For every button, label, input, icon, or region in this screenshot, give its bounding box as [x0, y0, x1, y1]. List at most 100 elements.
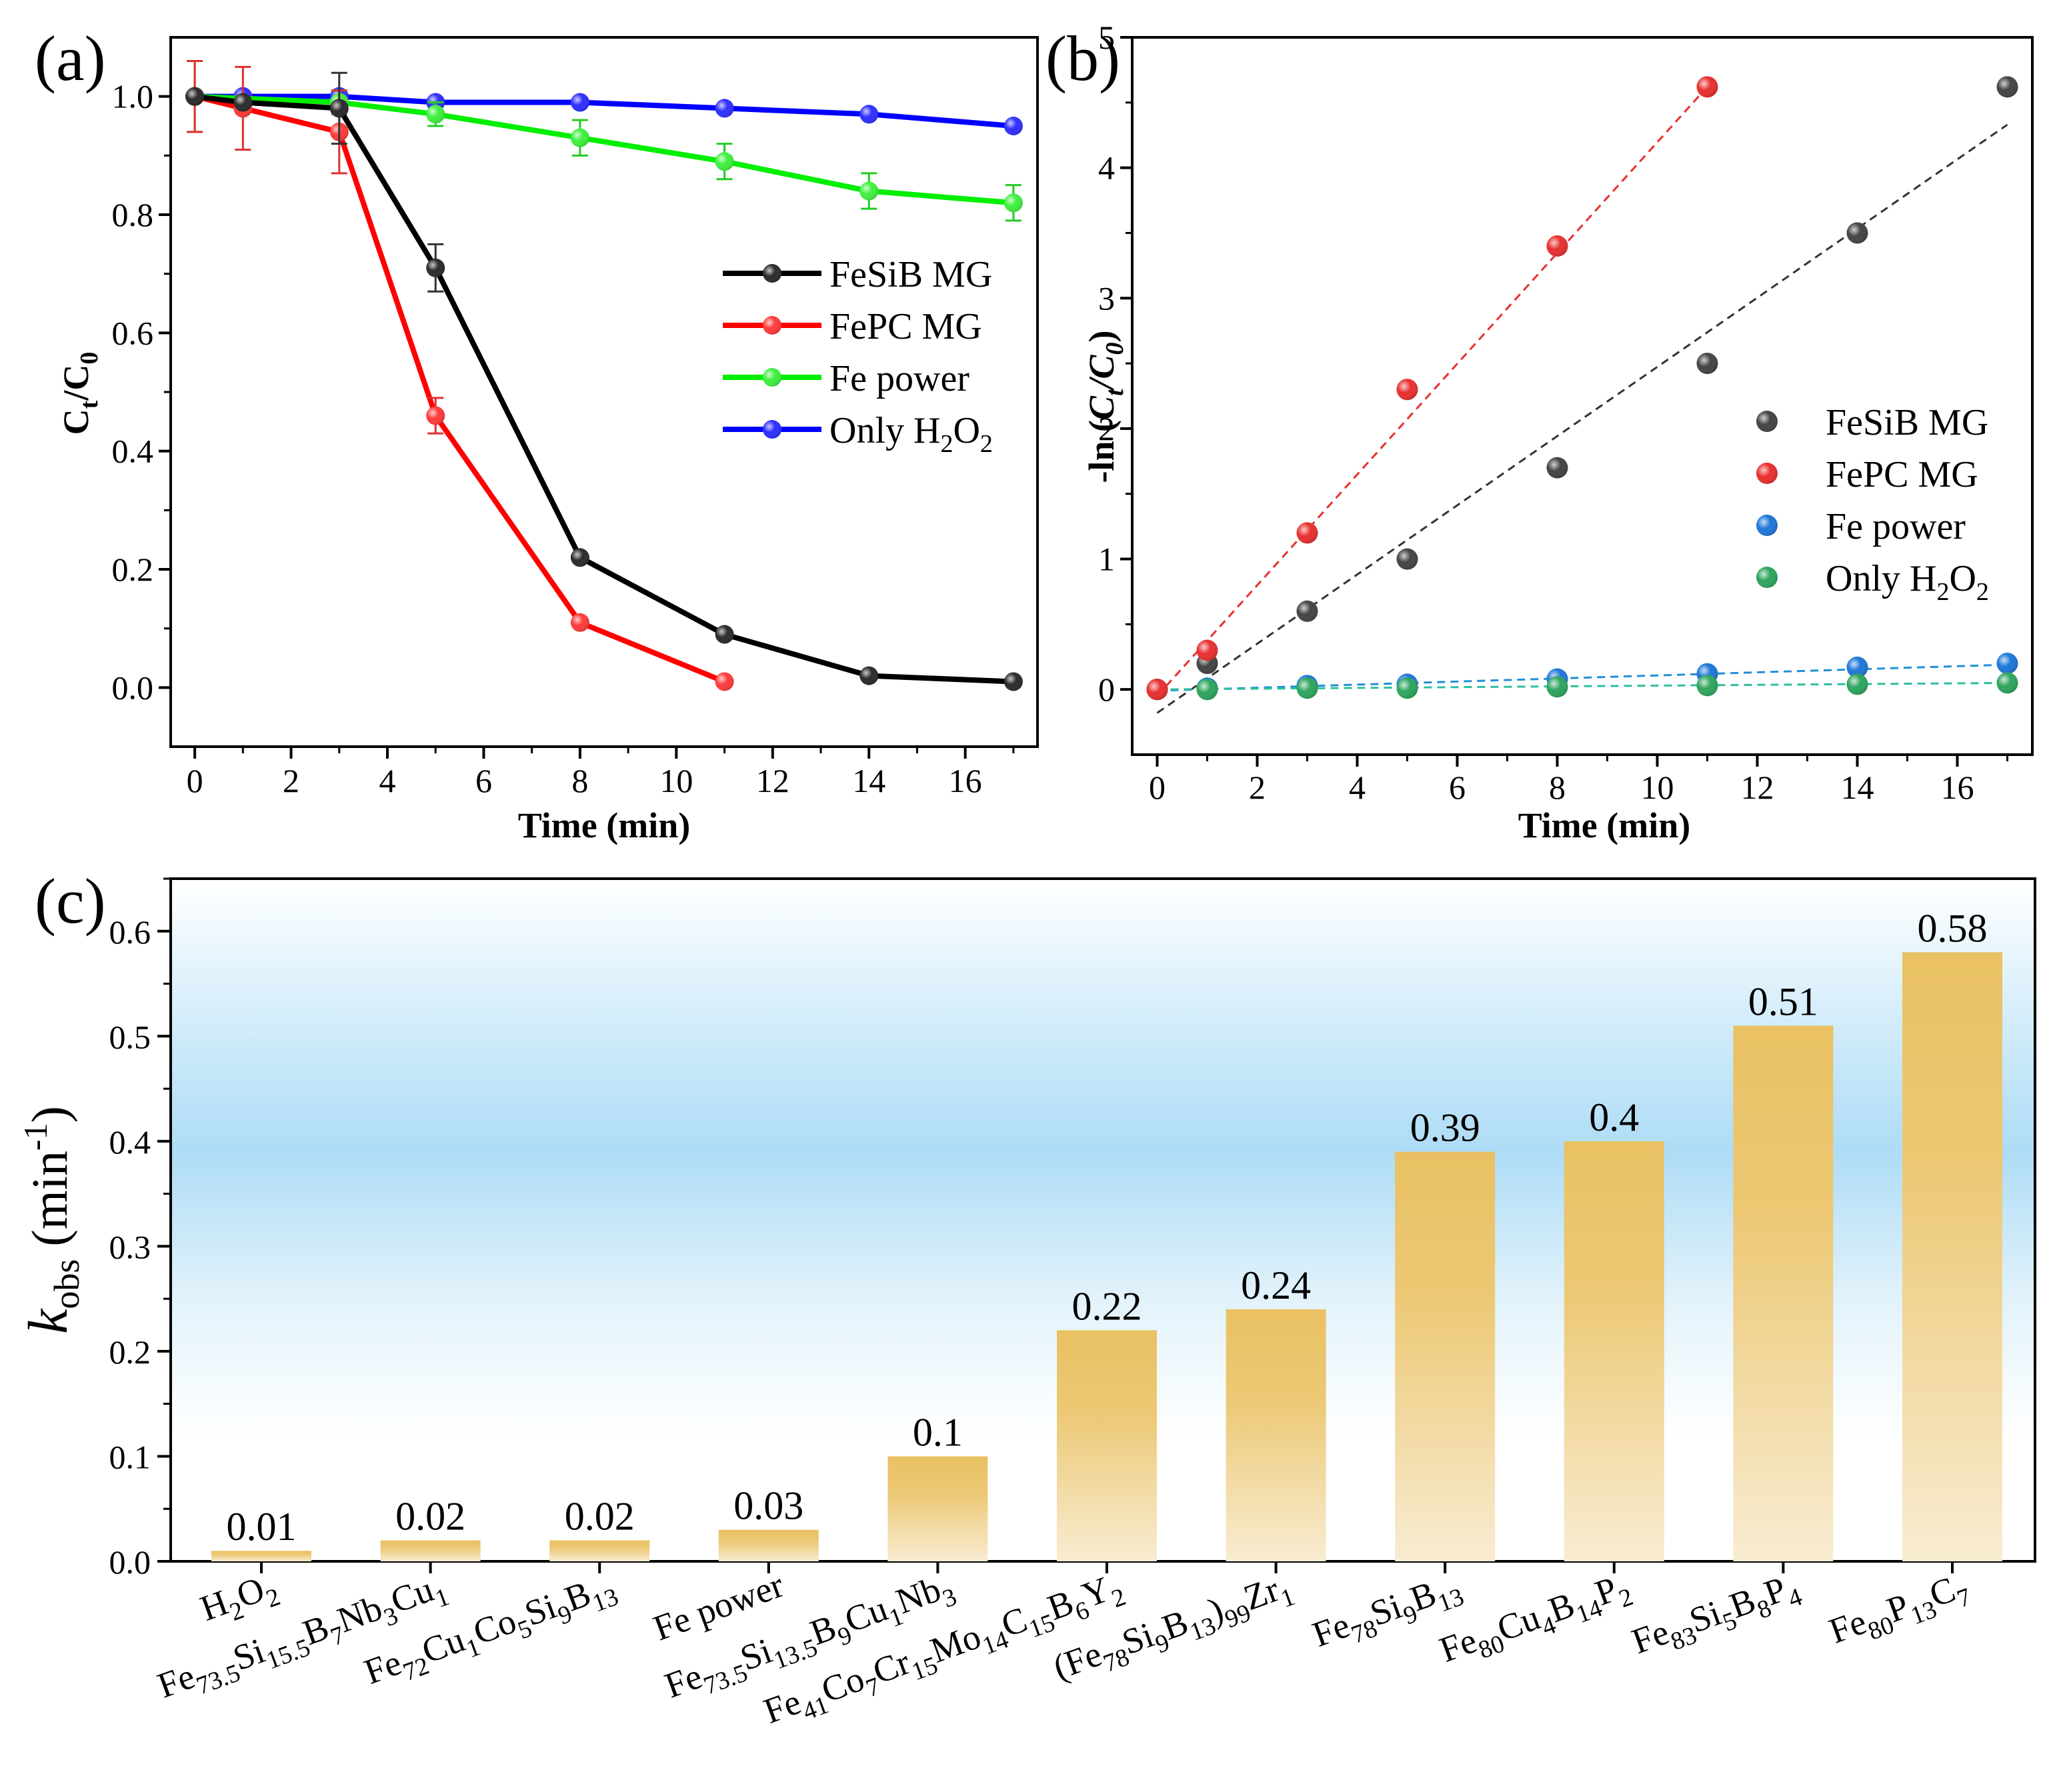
point-fe-power [426, 105, 445, 124]
panel-a-legend: FeSiB MG FePC MG Fe power Only H2O2 [723, 254, 993, 458]
legend-marker [763, 420, 781, 439]
y-tick-label-0.4: 0.4 [112, 433, 154, 470]
point-only-h2o2-shade [1996, 672, 2018, 694]
point-only-h2o2 [1396, 677, 1418, 699]
point-only-h2o2 [1196, 679, 1218, 701]
point-fe-power [1846, 656, 1868, 678]
bar-value-label: 0.39 [1410, 1106, 1480, 1150]
point-fesib-mg [1846, 222, 1868, 244]
bar-group-3: 0.02 [549, 1494, 650, 1561]
point-only-h2o2-shade [1196, 679, 1218, 701]
bar-group-4: 0.03 [718, 1484, 819, 1561]
point-only-h2o2 [1003, 117, 1023, 135]
point-fepc-mg-shade [1296, 522, 1318, 544]
point-only-h2o2 [570, 93, 589, 112]
y-tick-label-3: 3 [1098, 279, 1115, 317]
bar-group-11: 0.58 [1902, 906, 2002, 1561]
panel-b-x-axis-title: Time (min) [1518, 805, 1690, 845]
point-fepc-mg-shade [715, 672, 734, 691]
legend-label: Only H2O2 [1826, 558, 1989, 606]
x-tick-label-12: 12 [1741, 769, 1774, 806]
x-tick-label-4: 4 [1349, 769, 1366, 806]
x-tick-label-6: 6 [1449, 769, 1466, 806]
point-fe-power-shade [859, 181, 879, 201]
bar-value-label: 0.4 [1589, 1095, 1639, 1139]
point-only-h2o2 [1296, 677, 1318, 699]
x-tick-label-10: 10 [1641, 769, 1674, 806]
point-fepc-mg-shade [426, 406, 445, 425]
x-tick-label-4: 4 [379, 762, 396, 799]
panel-c-data: 0.01 0.02 0.02 0.03 0.1 0.22 0.24 0.39 0.4 0.51 0.… [211, 906, 2002, 1561]
point-fesib-mg-shade [1546, 457, 1568, 479]
point-fesib-mg [1546, 457, 1568, 479]
y-tick-label-0.4: 0.4 [109, 1123, 151, 1161]
bar-fe78si9b13 [1395, 1151, 1496, 1561]
x-tick-label-16: 16 [949, 762, 982, 799]
panel-a: (a) 0 2 4 6 8 10 12 14 16 0.0 0.2 0.4 0.6 0.8 1.0 FeSi… [35, 23, 1039, 845]
bar-group-5: 0.1 [887, 1410, 988, 1561]
x-tick-label-2: 2 [283, 762, 299, 799]
point-fesib-mg-shade [715, 625, 734, 644]
point-only-h2o2-shade [1546, 676, 1568, 698]
x-tick-label-0: 0 [187, 762, 203, 799]
bar-fe80cu4b14p2 [1564, 1141, 1664, 1561]
point-fesib-mg-shade [1696, 353, 1718, 375]
point-fe-power [570, 128, 589, 147]
legend-marker-shade [1756, 463, 1778, 484]
point-fepc-mg [1396, 379, 1418, 401]
legend-marker [1756, 411, 1778, 432]
point-only-h2o2 [1996, 672, 2018, 694]
category-label-fe-power: Fe power [648, 1565, 789, 1649]
legend-label: FeSiB MG [1826, 402, 1988, 443]
legend-item-fepc-mg: FePC MG [1756, 454, 1978, 495]
point-fepc-mg-shade [1196, 639, 1218, 661]
point-fe-power [859, 181, 879, 201]
bar-value-label: 0.58 [1918, 906, 1988, 950]
point-fepc-mg [1696, 76, 1718, 98]
point-only-h2o2-shade [1846, 673, 1868, 695]
y-tick-label-0.8: 0.8 [112, 196, 154, 233]
panel-b-frame [1131, 36, 2034, 756]
y-tick-label-0.5: 0.5 [109, 1018, 151, 1055]
legend-label: FeSiB MG [829, 254, 992, 295]
y-tick-label-1: 1 [1098, 541, 1115, 578]
legend-marker-shade [1756, 567, 1778, 588]
point-fesib-mg-shade [185, 87, 205, 106]
legend-marker-shade [763, 420, 781, 439]
point-fe-power [1996, 653, 2018, 675]
point-fepc-mg-shade [1146, 679, 1168, 701]
x-tick-label-8: 8 [1549, 769, 1566, 806]
point-fesib-mg-shade [1846, 222, 1868, 244]
category-label-fe73-5si13-5b9cu1nb3: Fe73.5Si13.5B9Cu1Nb3 [659, 1565, 960, 1713]
point-only-h2o2-shade [1296, 677, 1318, 699]
legend-marker [1756, 463, 1778, 484]
legend-marker [763, 316, 781, 335]
panel-a-data [185, 59, 1023, 691]
point-fe-power [715, 152, 734, 171]
legend-item-fesib-mg: FeSiB MG [1756, 402, 1988, 443]
x-tick-label-12: 12 [756, 762, 789, 799]
x-tick-label-6: 6 [475, 762, 492, 799]
x-tick-label-14: 14 [852, 762, 885, 799]
point-fepc-mg-shade [570, 613, 589, 632]
point-fepc-mg [1196, 639, 1218, 661]
point-fesib-mg-shade [1003, 672, 1023, 691]
legend-item-fepc-mg: FePC MG [723, 306, 982, 347]
point-only-h2o2-shade [570, 93, 589, 112]
legend-item-fesib-mg: FeSiB MG [723, 254, 992, 295]
panel-c-axes: 0.0 0.1 0.2 0.3 0.4 0.5 0.6 [109, 877, 1954, 1581]
legend-label: Fe power [1826, 506, 1966, 547]
series-fesib-mg [185, 71, 1023, 691]
bar-fe78si9b13-99zr1 [1226, 1309, 1326, 1561]
point-only-h2o2 [859, 105, 879, 124]
legend-marker-shade [763, 368, 781, 387]
bar-h2o2 [211, 1551, 311, 1561]
bar-group-1: 0.01 [211, 1505, 311, 1561]
point-fesib-mg-shade [426, 258, 445, 277]
point-fesib-mg [1296, 600, 1318, 622]
x-tick-label-8: 8 [571, 762, 588, 799]
y-tick-label-0: 0 [1098, 671, 1115, 708]
point-fesib-mg [1996, 76, 2018, 98]
point-fepc-mg [1146, 679, 1168, 701]
point-fesib-mg [859, 666, 879, 685]
